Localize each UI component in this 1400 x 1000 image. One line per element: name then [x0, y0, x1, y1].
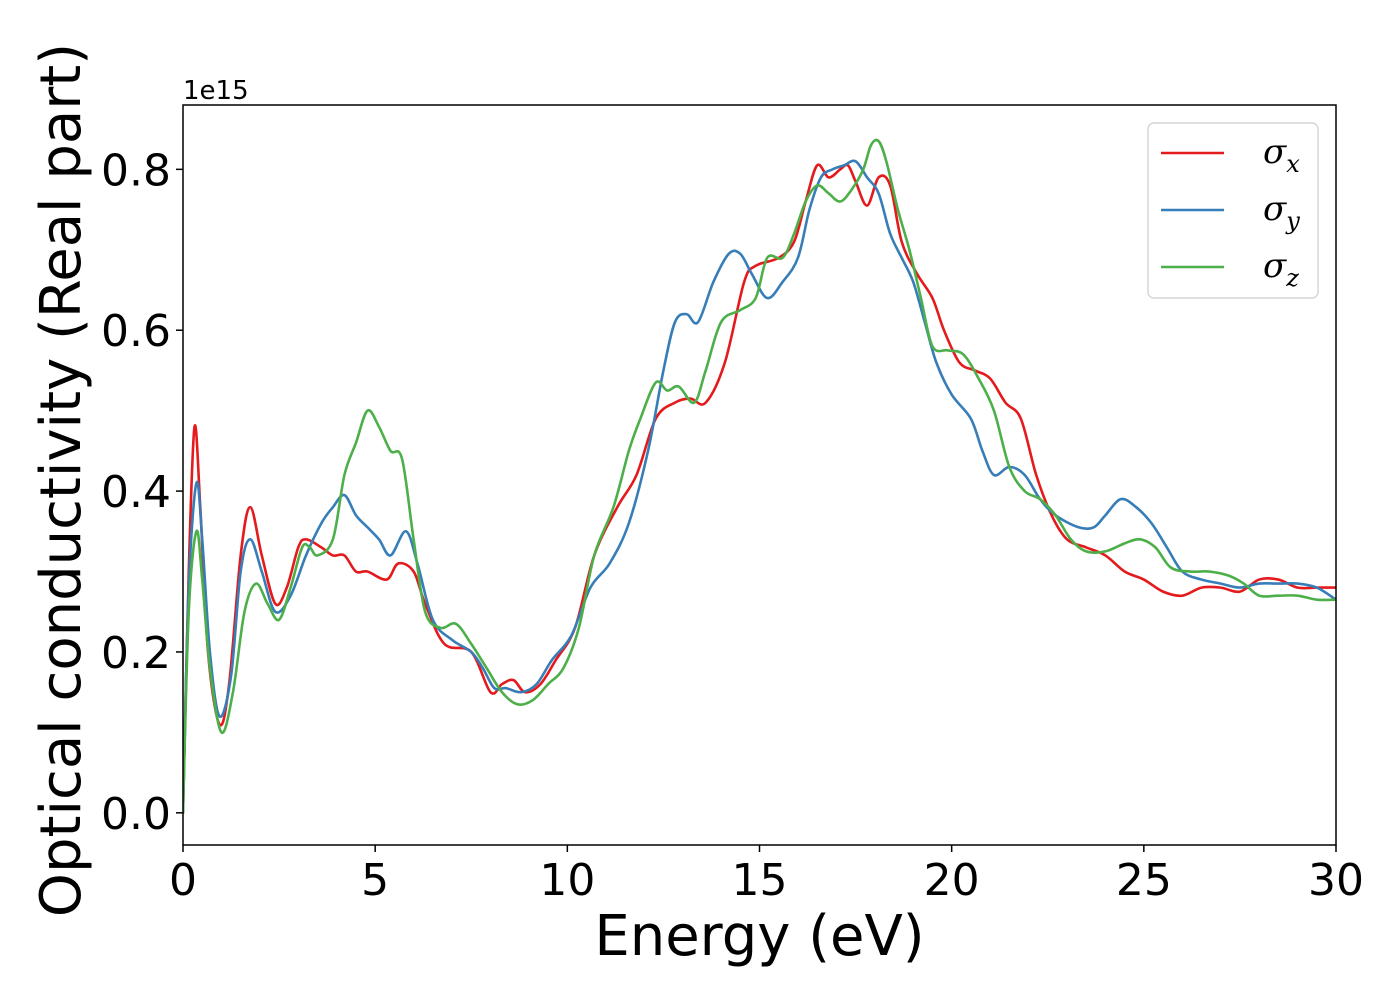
- y-tick-label: 0.2: [101, 628, 171, 679]
- legend-item-y: σy: [1161, 189, 1300, 235]
- y-axis-offset-label: 1e15: [183, 76, 249, 106]
- x-tick-label: 15: [732, 855, 788, 906]
- legend-label: σx: [1263, 132, 1300, 178]
- y-axis-title: Optical conductivity (Real part): [29, 43, 94, 917]
- x-tick-label: 10: [539, 855, 595, 906]
- x-tick-label: 0: [169, 855, 197, 906]
- legend-frame: [1147, 122, 1319, 299]
- x-tick-label: 30: [1308, 855, 1364, 906]
- x-axis-ticks: 0 5 10 15 20 25 30: [169, 845, 1364, 906]
- y-tick-label: 0.0: [101, 789, 171, 840]
- y-axis-ticks: 0.0 0.2 0.4 0.6 0.8: [101, 145, 183, 840]
- x-tick-label: 5: [361, 855, 389, 906]
- x-axis-title: Energy (eV): [594, 904, 924, 969]
- series-line-z: [183, 138, 1336, 815]
- y-tick-label: 0.4: [101, 467, 171, 518]
- legend-label: σy: [1263, 189, 1300, 235]
- x-tick-label: 20: [924, 855, 980, 906]
- plot-lines: [183, 138, 1336, 815]
- y-tick-label: 0.8: [101, 145, 171, 196]
- x-tick-label: 25: [1116, 855, 1172, 906]
- legend-item-z: σz: [1161, 246, 1299, 292]
- legend: σx σy σz: [1147, 122, 1319, 299]
- series-line-y: [183, 159, 1336, 815]
- legend-item-x: σx: [1161, 132, 1300, 178]
- legend-label: σz: [1263, 246, 1299, 292]
- y-tick-label: 0.6: [101, 306, 171, 357]
